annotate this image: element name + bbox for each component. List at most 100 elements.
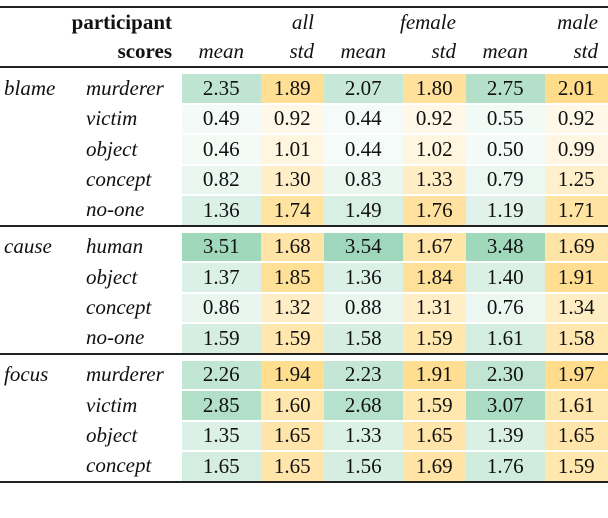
std-cell: 1.76 [402,194,466,225]
header-std: std [573,39,598,63]
mean-cell: 0.79 [465,163,545,195]
mean-cell: 1.19 [465,194,545,225]
section-label [0,262,82,293]
std-cell: 1.69 [402,450,466,481]
std-cell: 0.92 [544,102,608,134]
mean-cell: 2.07 [323,72,403,104]
table-row: victim 2.85 1.60 2.68 1.59 3.07 1.61 [0,389,608,421]
std-cell: 0.92 [402,102,466,134]
std-cell: 1.97 [544,358,608,390]
mean-cell: 0.55 [465,102,545,134]
mean-cell: 3.07 [465,389,545,421]
std-cell: 0.92 [260,102,324,134]
table-rule [0,480,608,483]
std-cell: 1.65 [260,450,324,481]
std-cell: 1.31 [402,291,466,323]
mean-cell: 0.76 [465,291,545,323]
mean-cell: 1.36 [182,194,261,225]
row-label: object [86,136,138,161]
mean-cell: 1.40 [465,261,545,293]
section-label: focus [4,362,49,387]
mean-cell: 3.48 [465,230,545,262]
table-row: concept 0.86 1.32 0.88 1.31 0.76 1.34 [0,291,608,324]
mean-cell: 0.49 [182,102,261,134]
row-label: no-one [86,197,145,222]
mean-cell: 2.35 [182,72,261,104]
std-cell: 1.91 [402,358,466,390]
section-label [0,390,82,421]
std-cell: 1.69 [544,230,608,262]
mean-cell: 1.39 [465,419,545,451]
std-cell: 1.58 [544,322,608,353]
std-cell: 1.60 [260,389,324,421]
section-label: cause [4,234,52,259]
row-label: concept [86,453,152,478]
std-cell: 1.91 [544,261,608,293]
std-cell: 1.85 [260,261,324,293]
mean-cell: 0.44 [323,133,403,165]
header-group-female: female [399,10,456,34]
section-label [0,451,82,481]
section-label [0,323,82,353]
mean-cell: 1.76 [465,450,545,481]
mean-cell: 0.50 [465,133,545,165]
mean-cell: 0.82 [182,163,261,195]
std-cell: 1.59 [544,450,608,481]
mean-cell: 1.59 [182,322,261,353]
row-label: concept [86,167,152,192]
header-mean: mean [198,39,245,63]
header-scores: scores [117,39,172,63]
std-cell: 1.74 [260,194,324,225]
header-group-all: all [291,10,314,34]
mean-cell: 2.85 [182,389,261,421]
section-label [0,421,82,452]
std-cell: 1.68 [260,230,324,262]
table-rule [0,352,608,355]
std-cell: 1.34 [544,291,608,323]
std-cell: 1.01 [260,133,324,165]
std-cell: 1.30 [260,163,324,195]
mean-cell: 0.44 [323,102,403,134]
std-cell: 1.33 [402,163,466,195]
std-cell: 1.32 [260,291,324,323]
table-row: concept 0.82 1.30 0.83 1.33 0.79 1.25 [0,163,608,196]
mean-cell: 2.30 [465,358,545,390]
section-label [0,104,82,135]
header-std: std [431,39,456,63]
mean-cell: 0.83 [323,163,403,195]
row-label: murderer [86,362,164,387]
row-label: human [86,234,144,259]
mean-cell: 0.88 [323,291,403,323]
row-label: murderer [86,75,164,100]
std-cell: 1.65 [544,419,608,451]
std-cell: 1.65 [402,419,466,451]
table-rule [0,224,608,227]
section-label [0,134,82,165]
header-participant: participant [71,10,172,34]
std-cell: 1.94 [260,358,324,390]
std-cell: 1.89 [260,72,324,104]
mean-cell: 1.49 [323,194,403,225]
mean-cell: 2.26 [182,358,261,390]
header-group-male: male [557,10,598,34]
mean-cell: 1.33 [323,419,403,451]
section-label [0,165,82,196]
row-label: object [86,423,138,448]
std-cell: 1.71 [544,194,608,225]
table-row: object 1.35 1.65 1.33 1.65 1.39 1.65 [0,419,608,452]
section-label [0,293,82,324]
header-std: std [289,39,314,63]
std-cell: 1.80 [402,72,466,104]
mean-cell: 2.23 [323,358,403,390]
mean-cell: 1.36 [323,261,403,293]
mean-cell: 1.58 [323,322,403,353]
mean-cell: 2.68 [323,389,403,421]
table-row: object 1.37 1.85 1.36 1.84 1.40 1.91 [0,261,608,293]
row-label: concept [86,295,152,320]
mean-cell: 3.54 [323,230,403,262]
std-cell: 1.59 [402,322,466,353]
header-mean: mean [482,39,528,63]
row-label: no-one [86,325,145,350]
table-row: focus murderer 2.26 1.94 2.23 1.91 2.30 1.97 [0,358,608,390]
table-row: no-one 1.36 1.74 1.49 1.76 1.19 1.71 [0,194,608,225]
